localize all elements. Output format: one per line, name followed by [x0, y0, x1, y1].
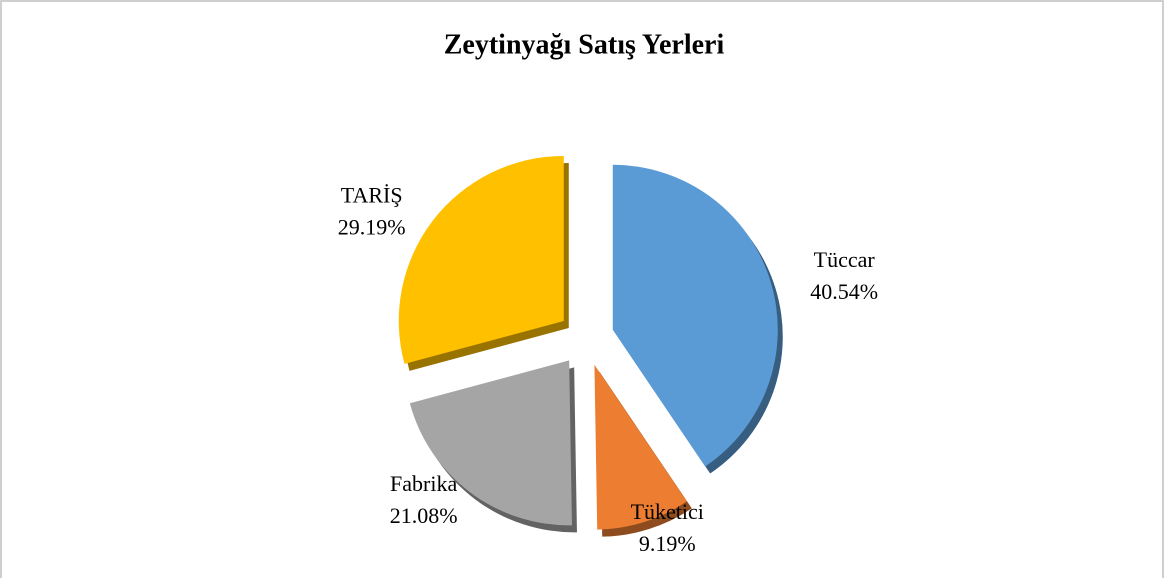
slice	[612, 164, 778, 467]
data-label-value: 29.19%	[338, 214, 406, 239]
data-label-name: Fabrika	[390, 471, 457, 496]
data-label-value: 21.08%	[390, 503, 458, 528]
data-label-name: Tüccar	[814, 247, 876, 272]
data-label-value: 9.19%	[639, 531, 696, 556]
slice	[398, 155, 564, 364]
data-label-value: 40.54%	[810, 279, 878, 304]
slice	[594, 364, 687, 530]
chart-title: Zeytinyağı Satış Yerleri	[444, 29, 725, 60]
slice	[409, 360, 572, 526]
data-label-name: Tüketici	[631, 499, 704, 524]
data-label-name: TARİŞ	[341, 182, 403, 207]
